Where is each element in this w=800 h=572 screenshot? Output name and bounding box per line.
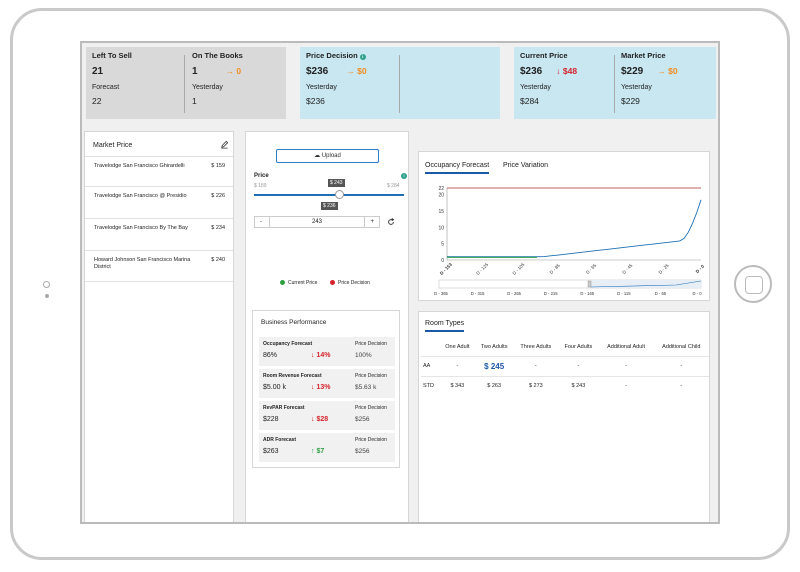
- tab-room-types[interactable]: Room Types: [425, 320, 465, 332]
- price-min: $ 189: [254, 183, 267, 189]
- edit-icon[interactable]: [220, 140, 229, 149]
- market-price-row[interactable]: Travelodge San Francisco By The Bay $ 23…: [85, 218, 233, 250]
- business-performance-panel: Business Performance Occupancy Forecast …: [252, 310, 400, 468]
- cloud-upload-icon: ☁: [314, 153, 321, 159]
- table-row[interactable]: AA - $ 245 - - - -: [421, 355, 709, 376]
- revpar-forecast-card: RevPAR Forecast $228 ↓ $28 Price Decisio…: [259, 401, 395, 430]
- x-tick-label: D - 85: [549, 262, 562, 275]
- price-decision-card: Price Decision i $236 → $0 Yesterday $236: [300, 47, 500, 119]
- left-to-sell: Left To Sell 21 Forecast 22: [92, 51, 132, 106]
- navigator-tick-label: D - 315: [471, 291, 485, 296]
- info-icon[interactable]: i: [359, 54, 366, 60]
- price-max: $ 284: [387, 183, 400, 189]
- tab-price-variation[interactable]: Price Variation: [503, 162, 549, 169]
- forecast-line: [447, 199, 702, 258]
- market-price: Market Price $229 → $0 Yesterday $229: [621, 51, 678, 106]
- navigator-line: [590, 280, 702, 288]
- info-icon[interactable]: i: [401, 173, 407, 179]
- navigator-tick-label: D - 65: [655, 291, 667, 296]
- y-tick-label: 10: [438, 225, 444, 231]
- upload-button[interactable]: ☁ Upload: [276, 149, 379, 163]
- pricing-panel: ☁ Upload Price i $ 189 $ 284 $ 243 $ 236…: [245, 131, 409, 522]
- occupancy-forecast-card: Occupancy Forecast 86% ↓ 14% Price Decis…: [259, 337, 395, 366]
- navigator-tick-label: D - 215: [544, 291, 558, 296]
- navigator-window: [591, 280, 701, 288]
- table-row[interactable]: STD $ 343 $ 263 $ 273 $ 243 - -: [421, 375, 709, 396]
- navigator-handle: [587, 280, 592, 288]
- sensor: [45, 294, 49, 298]
- price-stepper[interactable]: - 243 +: [254, 216, 380, 228]
- current-price-flag: $ 243: [328, 179, 345, 187]
- red-dot-icon: [330, 280, 335, 285]
- decision-price-flag: $ 236: [321, 202, 338, 210]
- reset-icon[interactable]: [387, 218, 395, 226]
- market-price-row[interactable]: Howard Johnson San Francisco Marina Dist…: [85, 250, 233, 282]
- adr-forecast-card: ADR Forecast $263 ↑ $7 Price Decision $2…: [259, 433, 395, 462]
- x-tick-label: D - 125: [475, 262, 489, 276]
- room-types-panel: Room Types One Adult Two Adults Three Ad…: [418, 311, 710, 522]
- camera: [43, 281, 50, 288]
- market-price-change: → $0: [657, 66, 678, 76]
- navigator-tick-label: D - 365: [434, 291, 448, 296]
- market-price-row[interactable]: Travelodge San Francisco Ghirardelli $ 1…: [85, 156, 233, 186]
- navigator-tick-label: D - 115: [617, 291, 631, 296]
- x-tick-label: D - 105: [512, 262, 526, 276]
- business-performance-title: Business Performance: [261, 319, 327, 326]
- market-price-panel: Market Price Travelodge San Francisco Gh…: [84, 131, 234, 522]
- room-types-table: One Adult Two Adults Three Adults Four A…: [421, 338, 709, 396]
- navigator-tick-label: D - 265: [507, 291, 521, 296]
- legend-price-decision: Price Decision: [330, 280, 370, 286]
- y-tick-label: 5: [441, 242, 444, 248]
- tab-occupancy-forecast[interactable]: Occupancy Forecast: [425, 162, 490, 174]
- legend-current-price: Current Price: [280, 280, 317, 286]
- app-screen: Left To Sell 21 Forecast 22 On The Books…: [80, 41, 720, 524]
- x-tick-label: D - 0: [695, 263, 706, 274]
- price-label: Price: [254, 173, 269, 179]
- green-dot-icon: [280, 280, 285, 285]
- navigator-tick-label: D - 165: [580, 291, 594, 296]
- room-revenue-forecast-card: Room Revenue Forecast $5.00 k ↓ 13% Pric…: [259, 369, 395, 398]
- x-tick-label: D - 65: [585, 262, 598, 275]
- price-kpi-card: Current Price $236 ↓ $48 Yesterday $284 M…: [514, 47, 716, 119]
- y-tick-label: 20: [438, 193, 444, 199]
- navigator-tick-label: D - 0: [692, 291, 702, 296]
- price-decision-change: → $0: [346, 66, 367, 76]
- y-tick-label: 22: [438, 186, 444, 192]
- occupancy-chart-panel: Occupancy Forecast Price Variation 22 20 1…: [418, 151, 710, 301]
- y-tick-label: 15: [438, 209, 444, 215]
- current-price-change: ↓ $48: [556, 66, 578, 76]
- y-tick-label: 0: [441, 258, 444, 264]
- on-the-books: On The Books 1 → 0 Yesterday 1: [192, 51, 243, 106]
- x-tick-label: D - 25: [658, 262, 671, 275]
- inventory-kpi-card: Left To Sell 21 Forecast 22 On The Books…: [86, 47, 286, 119]
- table-header-row: One Adult Two Adults Three Adults Four A…: [445, 343, 701, 350]
- x-tick-label: D - 45: [621, 262, 634, 275]
- home-button[interactable]: [734, 265, 772, 303]
- on-the-books-change: → 0: [225, 66, 242, 76]
- market-price-row[interactable]: Travelodge San Francisco @ Presidio $ 22…: [85, 186, 233, 218]
- price-slider-track[interactable]: [254, 194, 404, 196]
- increment-button[interactable]: +: [370, 219, 374, 225]
- stepper-value[interactable]: 243: [311, 219, 322, 225]
- market-price-title: Market Price: [93, 142, 133, 149]
- current-price: Current Price $236 ↓ $48 Yesterday $284: [520, 51, 578, 106]
- decrement-button[interactable]: -: [260, 219, 262, 225]
- price-slider-handle[interactable]: [335, 190, 344, 199]
